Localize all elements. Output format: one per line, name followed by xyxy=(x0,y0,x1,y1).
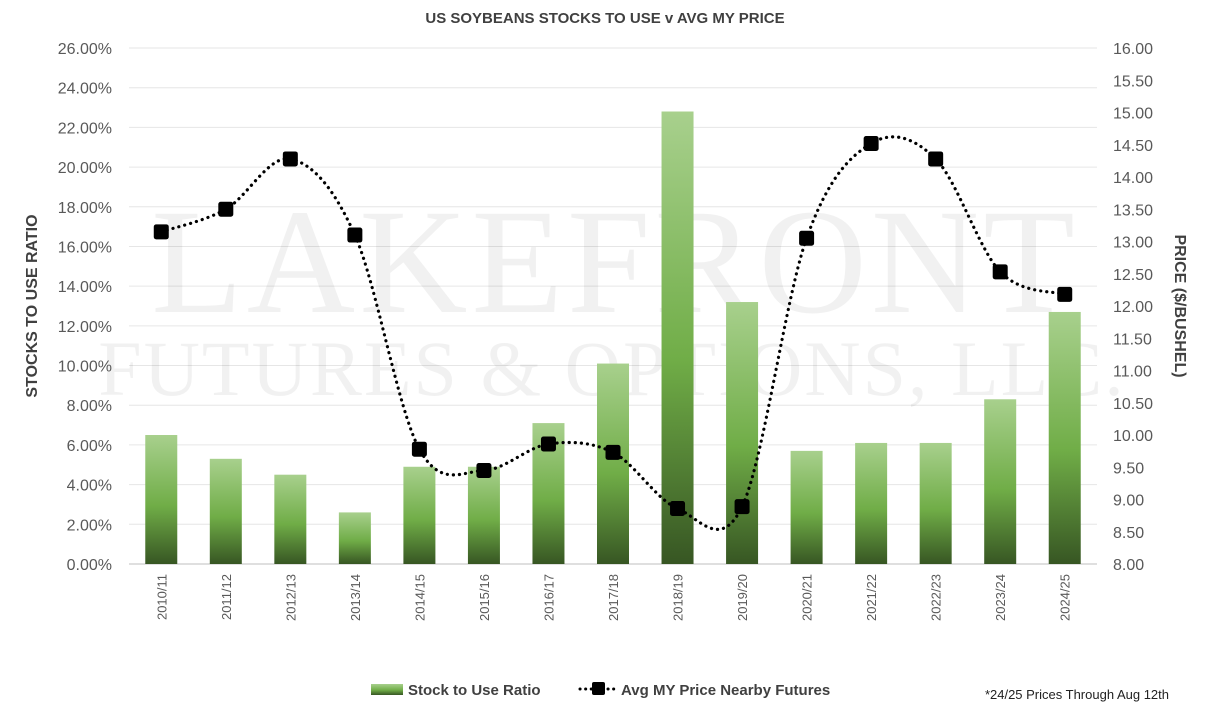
bar xyxy=(597,363,629,564)
price-marker xyxy=(799,230,815,246)
y2-tick-label: 14.50 xyxy=(1113,138,1153,155)
bar-series xyxy=(145,111,1081,564)
chart-title: US SOYBEANS STOCKS TO USE v AVG MY PRICE xyxy=(425,10,784,27)
price-marker xyxy=(347,227,363,243)
x-tick-label: 2023/24 xyxy=(993,574,1008,621)
price-marker xyxy=(476,462,492,478)
y2-tick-label: 15.50 xyxy=(1113,73,1153,90)
bar xyxy=(467,466,500,564)
x-axis-ticks: 2010/11 2011/12 2012/13 2013/14 2014/15 2015/… xyxy=(154,574,1072,621)
x-tick-label: 2017/18 xyxy=(606,574,621,621)
y-axis-left-title: STOCKS TO USE RATIO xyxy=(24,214,41,397)
x-tick-label: 2022/23 xyxy=(929,574,944,621)
y-tick-label: 16.00% xyxy=(58,239,112,256)
bar xyxy=(919,442,952,564)
y2-tick-label: 12.50 xyxy=(1113,267,1153,284)
y2-tick-label: 16.00 xyxy=(1113,41,1153,58)
y-tick-label: 26.00% xyxy=(58,41,112,58)
x-tick-label: 2016/17 xyxy=(541,574,556,621)
y-tick-label: 20.00% xyxy=(58,160,112,177)
price-marker xyxy=(282,151,298,167)
bar xyxy=(274,474,307,564)
x-tick-label: 2011/12 xyxy=(219,574,234,620)
price-marker xyxy=(605,444,621,460)
line-series xyxy=(153,135,1073,531)
legend-swatch-marker xyxy=(592,682,605,695)
price-marker xyxy=(863,135,879,151)
y2-tick-label: 13.00 xyxy=(1113,235,1153,252)
x-tick-label: 2021/22 xyxy=(864,574,879,621)
y2-tick-label: 10.00 xyxy=(1113,428,1153,445)
y-tick-label: 18.00% xyxy=(58,200,112,217)
y-tick-label: 14.00% xyxy=(58,279,112,296)
x-tick-label: 2020/21 xyxy=(800,574,815,621)
bar xyxy=(209,458,242,564)
price-marker xyxy=(734,499,750,515)
price-marker xyxy=(218,201,234,217)
y-tick-label: 22.00% xyxy=(58,120,112,137)
y2-tick-label: 9.00 xyxy=(1113,493,1144,510)
y2-tick-label: 14.00 xyxy=(1113,170,1153,187)
x-tick-label: 2013/14 xyxy=(348,574,363,621)
bar xyxy=(145,435,178,564)
price-marker xyxy=(1057,286,1073,302)
y-tick-label: 6.00% xyxy=(67,438,112,455)
y-tick-label: 4.00% xyxy=(67,478,112,495)
footnote: *24/25 Prices Through Aug 12th xyxy=(985,687,1169,702)
price-marker xyxy=(928,151,944,167)
bar xyxy=(338,512,371,564)
watermark: LAKEFRONT FUTURES & OPTIONS, LLC. xyxy=(98,179,1124,412)
y2-tick-label: 8.50 xyxy=(1113,525,1144,542)
y2-tick-label: 10.50 xyxy=(1113,396,1153,413)
bar xyxy=(790,450,823,564)
price-line xyxy=(159,135,1067,531)
bar xyxy=(403,466,436,564)
y2-tick-label: 8.00 xyxy=(1113,557,1144,574)
x-tick-label: 2024/25 xyxy=(1058,574,1073,621)
legend-label-bar: Stock to Use Ratio xyxy=(408,682,541,699)
y-tick-label: 8.00% xyxy=(67,398,112,415)
y-tick-label: 12.00% xyxy=(58,319,112,336)
y-tick-label: 2.00% xyxy=(67,517,112,534)
bar xyxy=(1048,311,1081,564)
bar xyxy=(855,442,888,564)
bar xyxy=(661,111,694,564)
legend: Stock to Use Ratio Avg MY Price Nearby F… xyxy=(371,682,830,699)
y-tick-label: 0.00% xyxy=(67,557,112,574)
y2-tick-label: 9.50 xyxy=(1113,460,1144,477)
x-tick-label: 2012/13 xyxy=(283,574,298,621)
legend-swatch-bar xyxy=(371,684,403,695)
price-marker xyxy=(540,436,556,452)
bar xyxy=(726,302,759,564)
y2-tick-label: 15.00 xyxy=(1113,106,1153,123)
y-tick-label: 10.00% xyxy=(58,359,112,376)
price-marker xyxy=(670,501,686,517)
y-axis-right-title: PRICE ($/BUSHEL) xyxy=(1171,234,1188,377)
x-tick-label: 2015/16 xyxy=(477,574,492,621)
y2-tick-label: 13.50 xyxy=(1113,202,1153,219)
x-tick-label: 2019/20 xyxy=(735,574,750,621)
x-tick-label: 2018/19 xyxy=(671,574,686,621)
legend-label-line: Avg MY Price Nearby Futures xyxy=(621,682,830,699)
y-tick-label: 24.00% xyxy=(58,81,112,98)
price-marker xyxy=(411,441,427,457)
x-tick-label: 2014/15 xyxy=(412,574,427,621)
price-marker xyxy=(992,264,1008,280)
x-tick-label: 2010/11 xyxy=(154,574,169,620)
y2-tick-label: 11.50 xyxy=(1113,331,1152,348)
y2-tick-label: 12.00 xyxy=(1113,299,1153,316)
y-axis-right-ticks: 8.00 8.50 9.00 9.50 10.00 10.50 11.00 11.50 12.0… xyxy=(1113,41,1153,574)
price-marker xyxy=(153,224,169,240)
watermark-line-1: LAKEFRONT xyxy=(151,179,1079,345)
y2-tick-label: 11.00 xyxy=(1113,364,1152,381)
y-axis-left-ticks: 0.00% 2.00% 4.00% 6.00% 8.00% 10.00% 12.00% 14.… xyxy=(58,41,112,574)
bar xyxy=(984,399,1017,564)
